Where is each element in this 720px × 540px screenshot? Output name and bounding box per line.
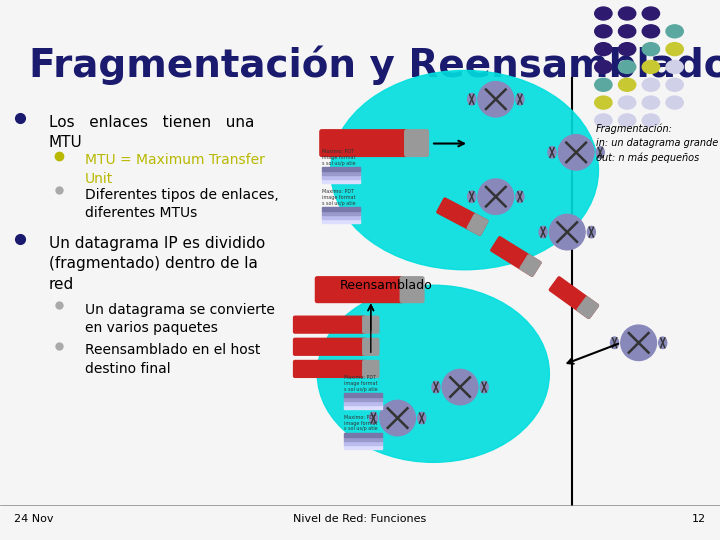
Bar <box>344 433 382 437</box>
Ellipse shape <box>516 191 524 202</box>
Text: 24 Nov: 24 Nov <box>14 515 54 524</box>
Circle shape <box>478 179 513 214</box>
Bar <box>322 207 360 211</box>
Circle shape <box>595 43 612 56</box>
Text: Los   enlaces   tienen   una
MTU: Los enlaces tienen una MTU <box>49 115 254 151</box>
Circle shape <box>666 43 683 56</box>
Circle shape <box>595 25 612 38</box>
Text: Fragmentación y Reensamblado: Fragmentación y Reensamblado <box>29 46 720 85</box>
Ellipse shape <box>468 191 476 202</box>
Bar <box>344 405 382 409</box>
Bar <box>344 441 382 445</box>
Circle shape <box>642 78 660 91</box>
Ellipse shape <box>432 381 440 393</box>
Text: Un datagrama IP es dividido
(fragmentado) dentro de la
red: Un datagrama IP es dividido (fragmentado… <box>49 236 265 292</box>
Ellipse shape <box>611 337 618 348</box>
Circle shape <box>379 400 415 436</box>
Bar <box>322 176 360 179</box>
Circle shape <box>642 43 660 56</box>
FancyBboxPatch shape <box>577 297 598 319</box>
Text: Reensamblado en el host
destino final: Reensamblado en el host destino final <box>85 343 261 376</box>
Circle shape <box>478 82 513 117</box>
FancyBboxPatch shape <box>294 316 366 333</box>
Text: Maximo: PDT
image format
s sol us/p atie: Maximo: PDT image format s sol us/p atie <box>322 189 356 206</box>
Ellipse shape <box>369 413 377 424</box>
FancyBboxPatch shape <box>549 277 598 319</box>
Circle shape <box>666 60 683 73</box>
FancyBboxPatch shape <box>320 130 408 157</box>
Text: Maximo: PDT
image format
s sol us/p atie: Maximo: PDT image format s sol us/p atie <box>322 149 356 166</box>
Bar <box>322 211 360 215</box>
Bar <box>344 437 382 441</box>
FancyBboxPatch shape <box>400 277 424 302</box>
FancyBboxPatch shape <box>315 277 404 302</box>
FancyBboxPatch shape <box>437 198 487 235</box>
Text: Un datagrama se convierte
en varios paquetes: Un datagrama se convierte en varios paqu… <box>85 303 275 335</box>
Text: Maximo: PDT
image format
s sol us/p atie: Maximo: PDT image format s sol us/p atie <box>344 415 378 431</box>
Bar <box>322 171 360 176</box>
FancyBboxPatch shape <box>294 361 366 377</box>
Text: 12: 12 <box>691 515 706 524</box>
Text: Reensamblado: Reensamblado <box>340 279 432 292</box>
Circle shape <box>621 325 657 361</box>
Bar <box>344 401 382 405</box>
Bar <box>344 397 382 401</box>
Circle shape <box>595 96 612 109</box>
Bar <box>344 445 382 449</box>
Ellipse shape <box>516 93 524 105</box>
Text: MTU = Maximum Transfer
Unit: MTU = Maximum Transfer Unit <box>85 153 265 186</box>
Ellipse shape <box>480 381 488 393</box>
Text: Maximo: PDT
image format
s sol us/p atie: Maximo: PDT image format s sol us/p atie <box>344 375 378 392</box>
Circle shape <box>642 114 660 127</box>
Ellipse shape <box>588 226 595 238</box>
Circle shape <box>642 96 660 109</box>
Circle shape <box>618 25 636 38</box>
FancyBboxPatch shape <box>491 237 541 276</box>
Circle shape <box>618 114 636 127</box>
FancyBboxPatch shape <box>467 214 487 235</box>
Circle shape <box>595 60 612 73</box>
Bar <box>322 219 360 223</box>
FancyBboxPatch shape <box>363 339 379 355</box>
Circle shape <box>666 25 683 38</box>
Circle shape <box>618 7 636 20</box>
Ellipse shape <box>548 147 556 158</box>
Circle shape <box>642 7 660 20</box>
Ellipse shape <box>330 70 598 269</box>
Ellipse shape <box>418 413 426 424</box>
FancyBboxPatch shape <box>363 361 379 377</box>
Circle shape <box>666 96 683 109</box>
Text: Fragmentación:
in: un datagrama grande
out: n más pequeños: Fragmentación: in: un datagrama grande o… <box>596 124 719 163</box>
Circle shape <box>595 78 612 91</box>
Text: Diferentes tipos de enlaces,
diferentes MTUs: Diferentes tipos de enlaces, diferentes … <box>85 188 279 220</box>
FancyBboxPatch shape <box>294 339 366 355</box>
Bar <box>322 179 360 184</box>
Circle shape <box>666 78 683 91</box>
Circle shape <box>549 214 585 250</box>
FancyBboxPatch shape <box>520 255 541 276</box>
Circle shape <box>618 43 636 56</box>
Circle shape <box>595 114 612 127</box>
Circle shape <box>618 60 636 73</box>
Ellipse shape <box>596 147 604 158</box>
Circle shape <box>642 60 660 73</box>
Bar <box>344 393 382 397</box>
Bar <box>322 215 360 219</box>
Ellipse shape <box>659 337 667 348</box>
Circle shape <box>642 25 660 38</box>
Ellipse shape <box>318 285 549 462</box>
Bar <box>322 167 360 171</box>
Circle shape <box>618 78 636 91</box>
Ellipse shape <box>468 93 476 105</box>
Ellipse shape <box>539 226 547 238</box>
FancyBboxPatch shape <box>363 316 379 333</box>
FancyBboxPatch shape <box>405 130 428 157</box>
Circle shape <box>558 134 594 170</box>
Circle shape <box>618 96 636 109</box>
Circle shape <box>595 7 612 20</box>
Circle shape <box>442 369 478 405</box>
Text: Nivel de Red: Funciones: Nivel de Red: Funciones <box>293 515 427 524</box>
